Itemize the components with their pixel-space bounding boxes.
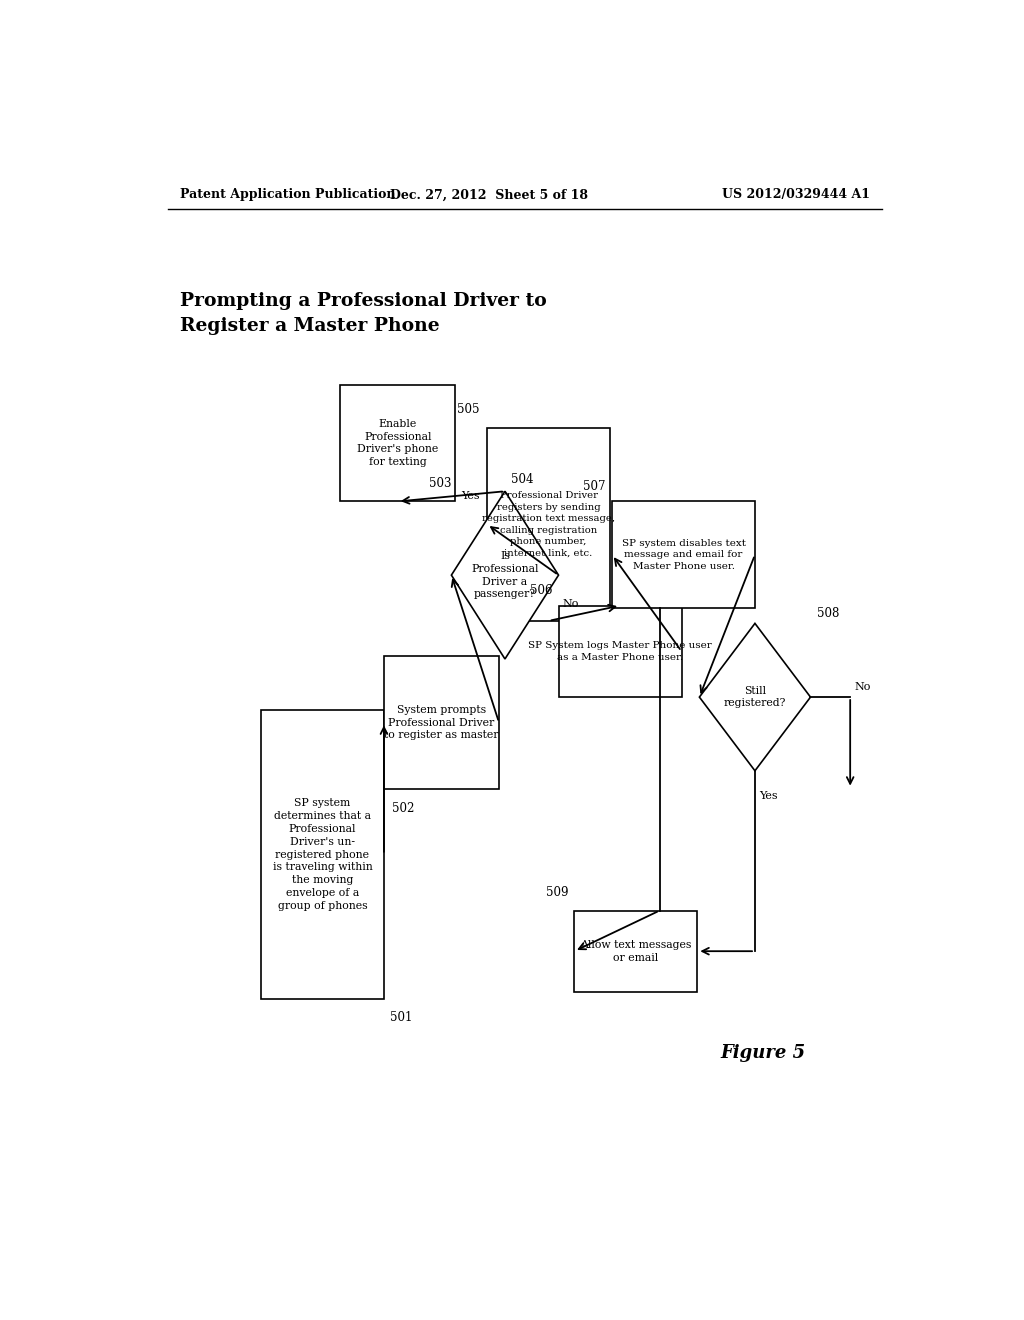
- Text: System prompts
Professional Driver
to register as master: System prompts Professional Driver to re…: [384, 705, 499, 741]
- FancyBboxPatch shape: [574, 911, 697, 991]
- Text: 508: 508: [817, 607, 840, 619]
- FancyBboxPatch shape: [612, 502, 755, 609]
- Text: US 2012/0329444 A1: US 2012/0329444 A1: [722, 189, 870, 202]
- FancyBboxPatch shape: [558, 606, 682, 697]
- Text: Yes: Yes: [759, 791, 777, 801]
- FancyBboxPatch shape: [340, 384, 456, 502]
- Text: 507: 507: [584, 479, 606, 492]
- Text: Dec. 27, 2012  Sheet 5 of 18: Dec. 27, 2012 Sheet 5 of 18: [390, 189, 588, 202]
- FancyBboxPatch shape: [384, 656, 499, 788]
- Text: No: No: [854, 682, 870, 692]
- Text: 501: 501: [390, 1011, 413, 1024]
- Text: 502: 502: [392, 803, 415, 816]
- Text: 504: 504: [511, 473, 534, 486]
- Text: SP System logs Master Phone user
as a Master Phone user.: SP System logs Master Phone user as a Ma…: [528, 642, 712, 661]
- Text: Allow text messages
or email: Allow text messages or email: [581, 940, 691, 962]
- Text: Enable
Professional
Driver's phone
for texting: Enable Professional Driver's phone for t…: [357, 418, 438, 467]
- Text: Prompting a Professional Driver to: Prompting a Professional Driver to: [179, 292, 547, 310]
- Text: 505: 505: [457, 403, 479, 416]
- Text: 506: 506: [529, 583, 552, 597]
- FancyBboxPatch shape: [261, 710, 384, 999]
- Text: SP system disables text
message and email for
Master Phone user.: SP system disables text message and emai…: [622, 539, 745, 570]
- Text: SP system
determines that a
Professional
Driver's un-
registered phone
is travel: SP system determines that a Professional…: [272, 799, 373, 911]
- Text: 503: 503: [429, 477, 452, 490]
- Polygon shape: [452, 491, 558, 659]
- Text: 509: 509: [546, 886, 568, 899]
- Text: Patent Application Publication: Patent Application Publication: [179, 189, 395, 202]
- Text: Is
Professional
Driver a
passenger?: Is Professional Driver a passenger?: [471, 550, 539, 599]
- Polygon shape: [699, 623, 811, 771]
- Text: No: No: [562, 598, 579, 609]
- FancyBboxPatch shape: [487, 428, 610, 620]
- Text: Figure 5: Figure 5: [720, 1044, 806, 1061]
- Text: Professional Driver
registers by sending
registration text message,
calling regi: Professional Driver registers by sending…: [482, 491, 615, 557]
- Text: Register a Master Phone: Register a Master Phone: [179, 317, 439, 335]
- Text: Yes: Yes: [461, 491, 480, 502]
- Text: Still
registered?: Still registered?: [724, 685, 786, 709]
